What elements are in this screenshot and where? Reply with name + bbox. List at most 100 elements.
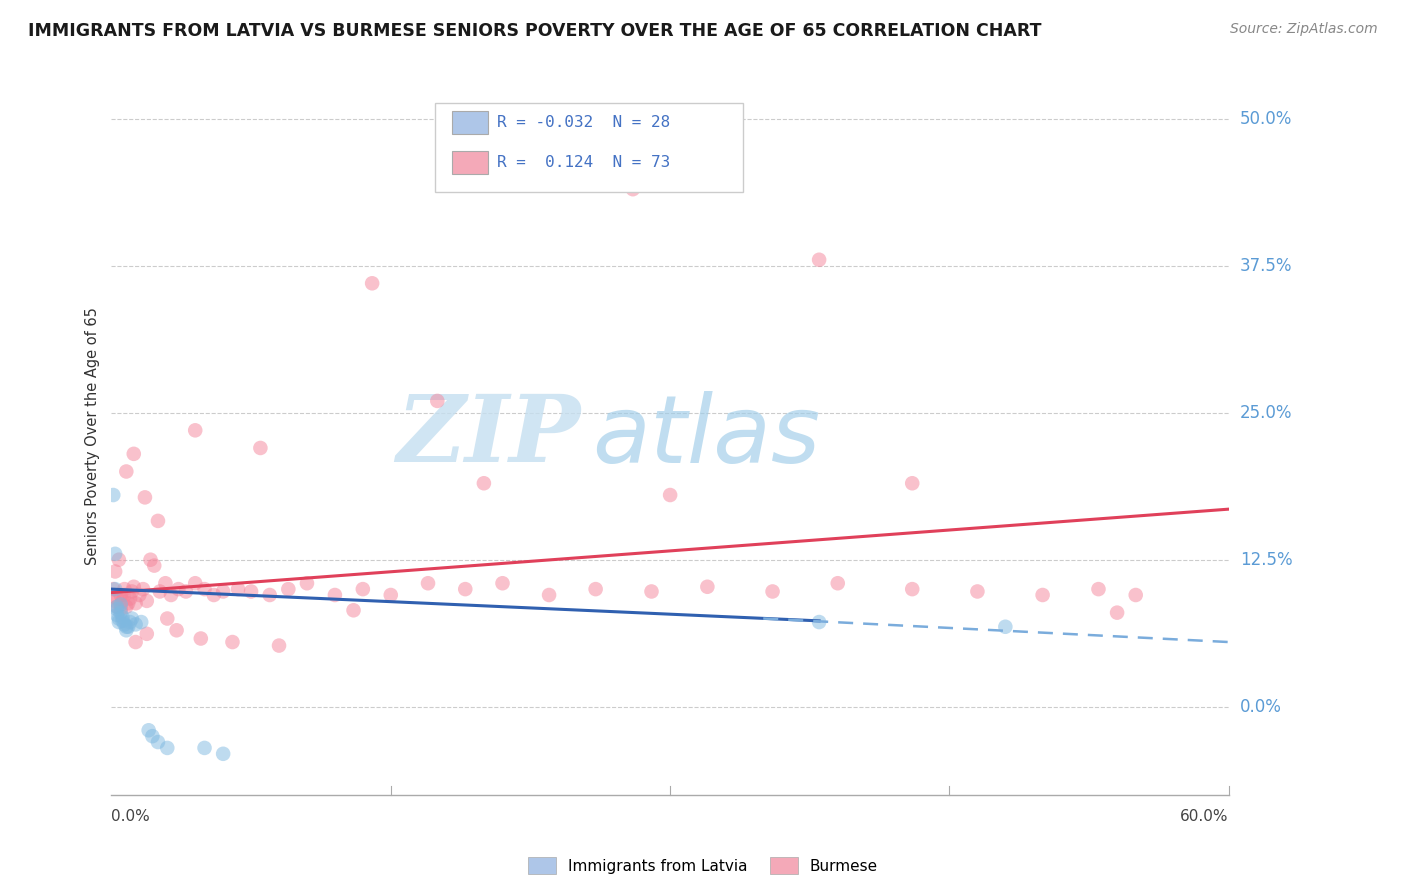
- Point: [141, 729, 163, 743]
- Point: [108, 615, 131, 629]
- Point: [146, 735, 169, 749]
- Point: [118, 591, 141, 606]
- Text: 12.5%: 12.5%: [1240, 550, 1292, 569]
- Point: [193, 740, 215, 755]
- Point: [114, 588, 136, 602]
- Point: [110, 606, 132, 620]
- Point: [114, 617, 136, 632]
- Point: [129, 615, 152, 629]
- Legend: Immigrants from Latvia, Burmese: Immigrants from Latvia, Burmese: [522, 851, 884, 880]
- Point: [105, 607, 128, 622]
- Point: [132, 582, 155, 596]
- Point: [134, 491, 156, 505]
- FancyBboxPatch shape: [453, 151, 488, 174]
- Point: [108, 611, 131, 625]
- Point: [160, 588, 183, 602]
- Point: [416, 576, 439, 591]
- Point: [146, 514, 169, 528]
- Point: [104, 547, 127, 561]
- Point: [538, 588, 561, 602]
- Point: [808, 615, 831, 629]
- Point: [156, 740, 179, 755]
- Point: [491, 576, 513, 591]
- Point: [135, 627, 157, 641]
- Point: [115, 624, 138, 638]
- Point: [115, 620, 138, 634]
- Point: [901, 582, 924, 596]
- Point: [138, 723, 160, 738]
- Point: [295, 576, 318, 591]
- Text: 0.0%: 0.0%: [111, 809, 150, 824]
- Text: 50.0%: 50.0%: [1240, 110, 1292, 128]
- Point: [117, 596, 139, 610]
- Point: [103, 488, 125, 502]
- Point: [105, 602, 128, 616]
- Point: [105, 591, 128, 606]
- Point: [267, 639, 290, 653]
- Point: [111, 614, 134, 628]
- Point: [110, 602, 132, 616]
- Point: [122, 447, 145, 461]
- Point: [122, 580, 145, 594]
- Point: [184, 423, 207, 437]
- Point: [104, 582, 127, 596]
- FancyBboxPatch shape: [453, 112, 488, 134]
- Point: [212, 584, 235, 599]
- Point: [115, 465, 138, 479]
- Text: IMMIGRANTS FROM LATVIA VS BURMESE SENIORS POVERTY OVER THE AGE OF 65 CORRELATION: IMMIGRANTS FROM LATVIA VS BURMESE SENIOR…: [28, 22, 1042, 40]
- Point: [454, 582, 477, 596]
- Point: [221, 635, 243, 649]
- Point: [111, 594, 134, 608]
- Point: [193, 582, 215, 596]
- Point: [105, 599, 128, 614]
- Point: [118, 615, 141, 629]
- Point: [696, 580, 718, 594]
- Point: [155, 576, 177, 591]
- Text: ZIP: ZIP: [396, 392, 581, 481]
- Text: Source: ZipAtlas.com: Source: ZipAtlas.com: [1230, 22, 1378, 37]
- Point: [121, 611, 143, 625]
- Point: [1125, 588, 1147, 602]
- Point: [135, 594, 157, 608]
- Point: [352, 582, 374, 596]
- Point: [111, 610, 134, 624]
- Point: [149, 584, 172, 599]
- Point: [124, 596, 146, 610]
- Point: [1032, 588, 1054, 602]
- Point: [139, 552, 162, 566]
- Point: [115, 599, 138, 614]
- Y-axis label: Seniors Poverty Over the Age of 65: Seniors Poverty Over the Age of 65: [86, 307, 100, 566]
- Point: [380, 588, 402, 602]
- Point: [472, 476, 495, 491]
- Point: [808, 252, 831, 267]
- Text: R = -0.032  N = 28: R = -0.032 N = 28: [496, 115, 671, 130]
- Point: [259, 588, 281, 602]
- Point: [166, 624, 188, 638]
- Point: [167, 582, 190, 596]
- Point: [640, 584, 662, 599]
- Point: [143, 558, 166, 573]
- Point: [342, 603, 364, 617]
- Point: [156, 611, 179, 625]
- Point: [124, 617, 146, 632]
- Point: [110, 598, 132, 612]
- Point: [1107, 606, 1129, 620]
- Point: [128, 588, 150, 602]
- Point: [184, 576, 207, 591]
- Point: [621, 182, 644, 196]
- Point: [105, 599, 128, 614]
- Point: [110, 588, 132, 602]
- Point: [361, 277, 384, 291]
- Point: [827, 576, 849, 591]
- Point: [124, 635, 146, 649]
- Point: [103, 582, 125, 596]
- Point: [994, 620, 1017, 634]
- Point: [104, 594, 127, 608]
- FancyBboxPatch shape: [436, 103, 742, 193]
- Point: [202, 588, 225, 602]
- Text: 60.0%: 60.0%: [1181, 809, 1229, 824]
- Point: [323, 588, 346, 602]
- Text: 37.5%: 37.5%: [1240, 257, 1292, 275]
- Point: [277, 582, 299, 596]
- Text: 0.0%: 0.0%: [1240, 698, 1282, 715]
